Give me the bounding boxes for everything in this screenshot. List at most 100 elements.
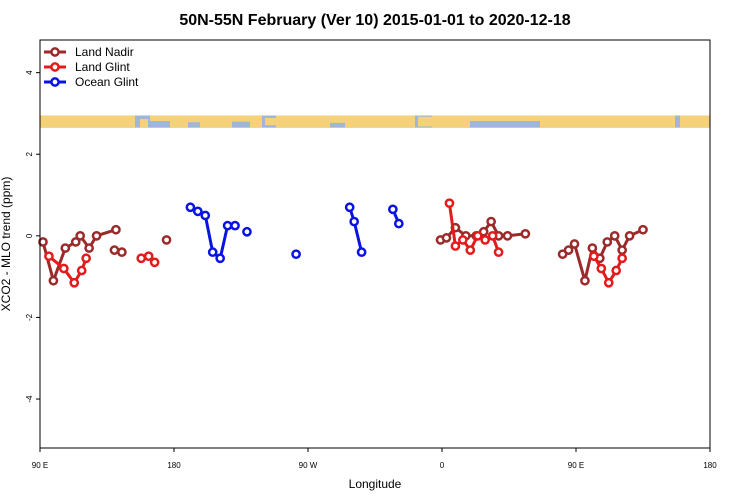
y-axis-label: XCO2 - MLO trend (ppm) bbox=[0, 177, 13, 312]
data-point bbox=[472, 230, 483, 241]
data-point bbox=[75, 230, 86, 241]
data-point bbox=[589, 251, 599, 262]
land-patch bbox=[418, 116, 432, 127]
data-point bbox=[60, 243, 71, 253]
land-patch bbox=[470, 115, 540, 121]
data-point bbox=[38, 237, 48, 247]
data-point bbox=[493, 247, 504, 258]
x-tick-label: 90 E bbox=[32, 461, 48, 470]
data-point bbox=[81, 253, 92, 264]
data-point bbox=[563, 245, 574, 255]
data-point bbox=[596, 263, 607, 274]
data-point bbox=[230, 220, 240, 231]
land-patch bbox=[345, 115, 415, 128]
data-point bbox=[291, 249, 301, 260]
data-point bbox=[185, 202, 196, 213]
legend-item: Land Nadir bbox=[44, 45, 134, 59]
land-patch bbox=[140, 119, 148, 128]
data-point bbox=[388, 204, 398, 215]
data-point bbox=[344, 202, 355, 213]
data-point bbox=[393, 218, 404, 229]
data-point bbox=[69, 277, 80, 288]
data-point bbox=[450, 241, 461, 251]
data-point bbox=[143, 251, 154, 262]
land-patch bbox=[540, 115, 675, 128]
data-point bbox=[356, 247, 367, 258]
y-tick-label: 4 bbox=[25, 70, 34, 75]
land-patch bbox=[188, 115, 200, 123]
data-point bbox=[587, 243, 598, 253]
data-point bbox=[487, 230, 498, 241]
legend-marker bbox=[50, 62, 60, 72]
land-mask-strip bbox=[40, 115, 710, 128]
y-tick-label: 0 bbox=[25, 233, 34, 238]
data-point bbox=[349, 216, 360, 227]
data-point bbox=[84, 243, 94, 253]
data-point bbox=[580, 275, 590, 286]
data-point bbox=[70, 237, 81, 247]
legend-label: Land Nadir bbox=[75, 45, 134, 59]
data-point bbox=[109, 245, 120, 255]
land-patch bbox=[170, 115, 188, 128]
data-point bbox=[502, 230, 513, 241]
data-point bbox=[207, 247, 218, 258]
data-point bbox=[76, 265, 87, 276]
legend-label: Land Glint bbox=[75, 60, 130, 74]
data-point bbox=[480, 235, 491, 245]
data-point bbox=[200, 210, 211, 221]
data-point bbox=[602, 237, 613, 247]
data-point bbox=[441, 233, 452, 243]
data-point bbox=[222, 220, 233, 231]
data-point bbox=[603, 277, 614, 288]
data-point bbox=[111, 224, 121, 235]
land-patch bbox=[432, 115, 470, 128]
legend-label: Ocean Glint bbox=[75, 75, 139, 89]
data-series bbox=[38, 198, 648, 288]
x-axis-label: Longitude bbox=[349, 477, 402, 491]
x-tick-label: 0 bbox=[440, 461, 445, 470]
x-tick-label: 90 E bbox=[568, 461, 584, 470]
legend-marker bbox=[50, 47, 60, 57]
legend-marker bbox=[50, 77, 60, 87]
land-patch bbox=[250, 115, 262, 128]
y-tick-label: 2 bbox=[25, 151, 34, 156]
data-point bbox=[617, 245, 628, 255]
land-patch bbox=[276, 115, 330, 128]
x-tick-label: 90 W bbox=[299, 461, 318, 470]
data-point bbox=[91, 230, 102, 241]
plot-frame bbox=[39, 39, 711, 449]
data-point bbox=[117, 247, 127, 258]
data-point bbox=[569, 239, 580, 249]
x-tick-label: 180 bbox=[167, 461, 181, 470]
legend-item: Ocean Glint bbox=[44, 75, 139, 89]
data-point bbox=[611, 265, 622, 276]
axes: 90 E 180 90 W 0 90 E 180 -4 -2 0 2 4 bbox=[25, 70, 717, 470]
data-point bbox=[215, 253, 226, 264]
data-point bbox=[136, 253, 147, 264]
land-patch bbox=[200, 115, 232, 128]
data-point bbox=[58, 263, 69, 274]
data-point bbox=[161, 235, 172, 245]
y-tick-label: -2 bbox=[25, 313, 34, 321]
data-point bbox=[465, 245, 476, 255]
land-patch bbox=[330, 115, 345, 123]
series-ocean-glint bbox=[185, 202, 404, 264]
land-patch bbox=[150, 115, 170, 121]
data-point bbox=[457, 235, 468, 245]
data-point bbox=[242, 226, 252, 237]
data-point bbox=[486, 216, 496, 227]
series-land-nadir bbox=[38, 216, 648, 286]
chart-title: 50N-55N February (Ver 10) 2015-01-01 to … bbox=[179, 12, 570, 29]
data-point bbox=[444, 198, 455, 209]
data-point bbox=[44, 251, 54, 262]
y-tick-label: -4 bbox=[25, 395, 34, 403]
data-point bbox=[624, 230, 635, 241]
data-point bbox=[48, 275, 59, 286]
land-patch bbox=[265, 117, 276, 126]
land-patch bbox=[40, 115, 135, 128]
data-point bbox=[192, 206, 203, 217]
land-patch bbox=[232, 115, 250, 122]
data-point bbox=[149, 257, 160, 268]
